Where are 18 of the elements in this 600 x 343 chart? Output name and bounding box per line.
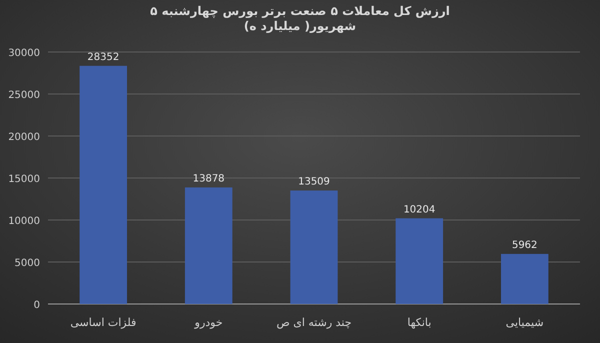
- y-tick-label: 15000: [8, 174, 40, 185]
- x-tick-label: فلزات اساسی: [70, 316, 136, 329]
- y-tick-label: 10000: [8, 216, 40, 227]
- y-tick-label: 25000: [8, 90, 40, 101]
- data-label: 5962: [512, 240, 538, 251]
- x-tick-label: خودرو: [194, 316, 223, 329]
- chart-title: ارزش کل معاملات ۵ صنعت برتر بورس چهارشنبه ۵ شهریور( میلیارد ه): [150, 4, 450, 34]
- x-tick-label: چند رشته ای ص: [276, 316, 352, 329]
- data-label: 28352: [87, 52, 120, 63]
- data-label: 10204: [403, 204, 436, 216]
- y-tick-label: 0: [34, 300, 40, 311]
- data-label: 13878: [192, 173, 225, 184]
- y-tick-label: 5000: [14, 258, 40, 269]
- data-label: 13509: [298, 176, 330, 188]
- x-tick-label: بانکها: [407, 316, 432, 329]
- x-tick-label: شیمیایی: [506, 316, 544, 329]
- y-tick-label: 20000: [8, 132, 40, 143]
- y-tick-label: 30000: [8, 48, 40, 59]
